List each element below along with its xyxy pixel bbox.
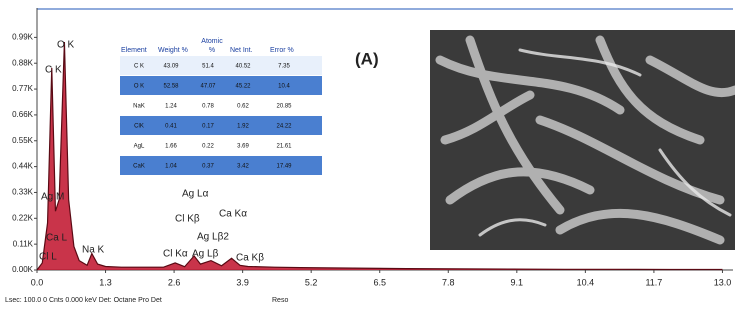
table-cell: 1.04 <box>165 164 177 170</box>
table-cell: 3.42 <box>237 164 249 170</box>
table-cell: 20.85 <box>276 104 292 110</box>
peak-label: Ag Lβ <box>192 249 219 260</box>
peak-label: Ag Lβ2 <box>197 232 229 243</box>
peak-label: Na K <box>82 245 105 256</box>
table-cell: 1.92 <box>237 124 249 130</box>
x-tick-label: 7.8 <box>442 277 455 287</box>
table-header: % <box>209 47 215 54</box>
table-cell: 51.4 <box>202 64 214 70</box>
x-tick-label: 6.5 <box>373 277 386 287</box>
peak-label: Ag Lα <box>182 189 209 200</box>
table-row <box>120 136 322 155</box>
table-cell: 24.22 <box>276 124 292 130</box>
x-tick-label: 10.4 <box>577 277 595 287</box>
peak-label: Ag M <box>41 192 64 203</box>
x-tick-label: 11.7 <box>645 277 662 287</box>
table-cell: 0.17 <box>202 124 214 130</box>
x-tick-label: 13.0 <box>714 277 732 287</box>
table-cell: 3.69 <box>237 144 249 150</box>
table-cell: 17.49 <box>276 164 292 170</box>
table-cell: NaK <box>133 104 145 110</box>
y-tick-label: 0.66K <box>12 110 34 119</box>
table-row <box>120 96 322 115</box>
table-cell: 0.41 <box>165 124 177 130</box>
table-cell: 0.37 <box>202 164 214 170</box>
table-cell: CaK <box>133 164 145 170</box>
panel-label: (A) <box>355 49 379 68</box>
table-row <box>120 76 322 95</box>
table-cell: 52.58 <box>163 84 179 90</box>
table-header: Weight % <box>158 47 188 54</box>
y-tick-label: 0.44K <box>12 162 34 171</box>
table-header: Net Int. <box>230 47 253 54</box>
table-cell: 0.78 <box>202 104 214 110</box>
table-header: Atomic <box>201 38 223 45</box>
y-tick-label: 0.88K <box>12 58 34 67</box>
x-tick-label: 3.9 <box>236 277 249 287</box>
x-tick-label: 5.2 <box>305 277 318 287</box>
peak-label: O K <box>57 40 75 51</box>
x-tick-label: 1.3 <box>99 277 112 287</box>
y-tick-label: 0.77K <box>12 84 34 93</box>
table-header: Error % <box>270 47 294 54</box>
peak-label: Ca L <box>46 233 68 244</box>
table-cell: 10.4 <box>278 84 290 90</box>
x-tick-label: 0.0 <box>31 277 44 287</box>
table-header: Element <box>121 47 147 54</box>
table-cell: 21.61 <box>276 144 292 150</box>
peak-label: Cl Kα <box>163 249 188 260</box>
peak-label: C K <box>45 65 62 76</box>
table-row <box>120 116 322 135</box>
table-cell: 0.22 <box>202 144 214 150</box>
table-cell: 40.52 <box>235 64 251 70</box>
table-cell: 45.22 <box>235 84 251 90</box>
table-row <box>120 156 322 175</box>
chart: (A) Element Weight % Atomic% Net Int. Error … <box>0 0 735 309</box>
peak-label: Ca Kα <box>219 209 247 220</box>
y-tick-label: 0.22K <box>12 213 34 222</box>
table-cell: 1.24 <box>165 104 177 110</box>
table-cell: O K <box>134 84 144 90</box>
table-cell: C K <box>134 64 144 70</box>
table-cell: 0.62 <box>237 104 249 110</box>
footer-text: Reso <box>272 297 288 304</box>
table-cell: 7.35 <box>278 64 290 70</box>
peak-label: Cl L <box>39 252 57 263</box>
table-cell: 43.09 <box>163 64 179 70</box>
sem-image <box>430 30 735 250</box>
y-tick-label: 0.33K <box>12 188 34 197</box>
table: Element Weight % Atomic% Net Int. Error % C K… <box>120 38 322 175</box>
peak-label: Cl Kβ <box>175 214 200 225</box>
y-tick-label: 0.00K <box>12 265 34 274</box>
y-tick-label: 0.11K <box>13 239 34 248</box>
table-row <box>120 56 322 75</box>
y-tick-label: 0.99K <box>12 32 34 41</box>
x-tick-label: 9.1 <box>511 277 524 287</box>
table-cell: 1.66 <box>165 144 177 150</box>
table-cell: ClK <box>134 124 144 130</box>
peak-label: Ca Kβ <box>236 253 264 264</box>
table-cell: 47.07 <box>200 84 216 90</box>
x-tick-label: 2.6 <box>168 277 181 287</box>
table-cell: AgL <box>134 144 145 150</box>
footer-text: Lsec: 100.0 0 Cnts 0.000 keV Det: Octane… <box>5 297 162 304</box>
y-tick-label: 0.55K <box>12 136 34 145</box>
